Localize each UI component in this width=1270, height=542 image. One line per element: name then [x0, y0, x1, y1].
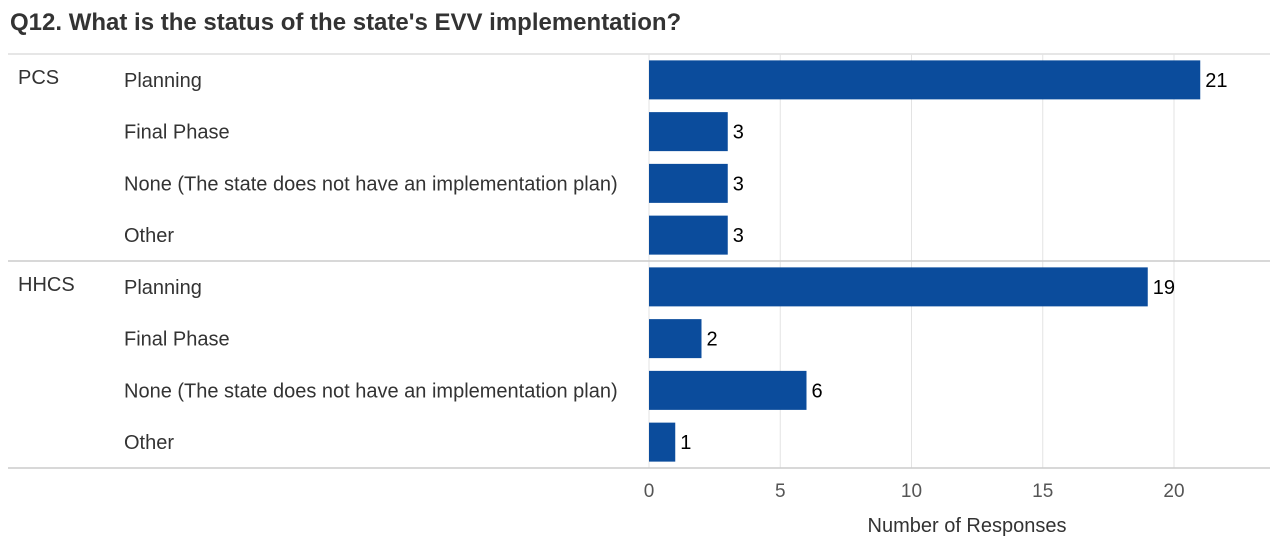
bar[interactable] [649, 60, 1201, 100]
bar[interactable] [649, 215, 728, 255]
category-label: None (The state does not have an impleme… [124, 380, 618, 402]
bar-value-label: 2 [707, 329, 718, 351]
bar[interactable] [649, 319, 702, 359]
bar-value-label: 6 [812, 380, 823, 402]
bar[interactable] [649, 163, 728, 203]
x-tick-label: 20 [1163, 481, 1184, 502]
category-label: Other [124, 432, 174, 454]
category-label: None (The state does not have an impleme… [124, 173, 618, 195]
bar[interactable] [649, 370, 807, 410]
bar-value-label: 3 [733, 225, 744, 247]
x-tick-label: 0 [644, 481, 655, 502]
category-label: Final Phase [124, 329, 230, 351]
x-tick-label: 5 [775, 481, 786, 502]
category-label: Other [124, 225, 174, 247]
bar-value-label: 3 [733, 173, 744, 195]
bar-value-label: 1 [680, 432, 691, 454]
bar[interactable] [649, 267, 1148, 307]
x-tick-label: 10 [901, 481, 922, 502]
category-label: Planning [124, 70, 202, 92]
bar-value-label: 3 [733, 122, 744, 144]
bar[interactable] [649, 112, 728, 152]
x-tick-label: 15 [1032, 481, 1053, 502]
category-label: Final Phase [124, 122, 230, 144]
bar[interactable] [649, 422, 676, 462]
x-axis-label: Number of Responses [868, 515, 1067, 537]
bar-value-label: 19 [1153, 277, 1175, 299]
bar-value-label: 21 [1205, 70, 1227, 92]
group-label: PCS [18, 67, 59, 89]
chart-title: Q12. What is the status of the state's E… [10, 9, 682, 36]
group-label: HHCS [18, 274, 75, 296]
category-label: Planning [124, 277, 202, 299]
